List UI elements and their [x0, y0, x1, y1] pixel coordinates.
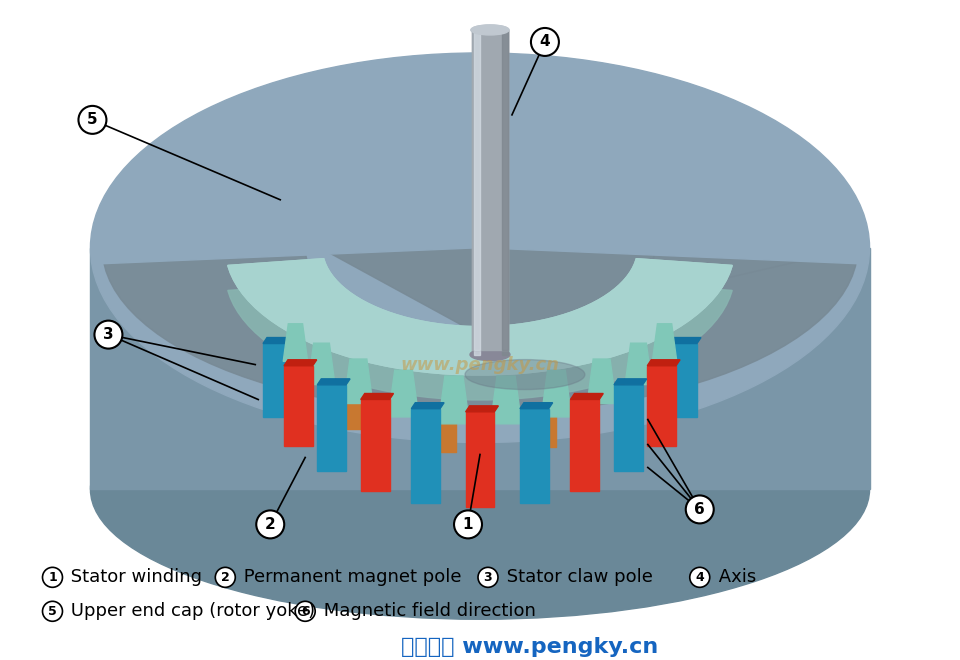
Text: 5: 5 [48, 605, 57, 618]
Text: Magnetic field direction: Magnetic field direction [318, 603, 536, 620]
Polygon shape [436, 412, 456, 451]
Polygon shape [472, 30, 508, 350]
Ellipse shape [470, 348, 510, 360]
Polygon shape [472, 30, 508, 354]
Polygon shape [668, 344, 697, 417]
Polygon shape [541, 370, 571, 417]
Circle shape [478, 568, 498, 587]
Circle shape [256, 510, 284, 539]
Circle shape [215, 568, 235, 587]
Text: 鵏茉科艺 www.pengky.cn: 鵏茉科艺 www.pengky.cn [401, 638, 659, 657]
Text: 3: 3 [484, 571, 492, 584]
Text: 2: 2 [265, 517, 276, 532]
Text: Upper end cap (rotor yoke): Upper end cap (rotor yoke) [65, 603, 316, 620]
Text: 6: 6 [694, 502, 706, 517]
Circle shape [296, 601, 315, 621]
Text: 4: 4 [695, 571, 704, 584]
Polygon shape [318, 379, 350, 385]
Text: Stator claw pole: Stator claw pole [501, 568, 653, 586]
Ellipse shape [465, 360, 585, 389]
Polygon shape [308, 343, 335, 385]
Polygon shape [668, 337, 701, 344]
Polygon shape [228, 259, 732, 375]
Polygon shape [283, 324, 307, 362]
Polygon shape [98, 63, 862, 264]
Polygon shape [263, 344, 292, 417]
Polygon shape [502, 30, 508, 354]
Text: 6: 6 [300, 605, 309, 618]
Polygon shape [344, 359, 372, 403]
Ellipse shape [90, 53, 870, 442]
Polygon shape [228, 284, 732, 400]
Polygon shape [290, 358, 303, 385]
Polygon shape [361, 393, 394, 399]
Polygon shape [439, 376, 469, 424]
Ellipse shape [90, 360, 870, 619]
Text: 4: 4 [540, 34, 550, 50]
Text: Stator winding: Stator winding [65, 568, 203, 586]
Polygon shape [520, 403, 553, 409]
Polygon shape [647, 366, 676, 446]
Polygon shape [502, 30, 508, 350]
Polygon shape [361, 399, 390, 490]
Polygon shape [520, 409, 549, 503]
Circle shape [42, 601, 62, 621]
Polygon shape [466, 412, 494, 507]
Polygon shape [228, 259, 732, 375]
Ellipse shape [471, 25, 509, 35]
Circle shape [42, 568, 62, 587]
Polygon shape [346, 393, 364, 429]
Polygon shape [284, 366, 313, 446]
Polygon shape [653, 324, 677, 362]
Text: 1: 1 [48, 571, 57, 584]
Circle shape [79, 106, 107, 134]
Ellipse shape [471, 25, 509, 35]
Polygon shape [570, 399, 599, 490]
Polygon shape [570, 393, 603, 399]
Polygon shape [90, 248, 870, 490]
Text: 3: 3 [103, 327, 113, 342]
Polygon shape [625, 343, 652, 385]
Text: www.pengky.cn: www.pengky.cn [400, 356, 560, 374]
Polygon shape [103, 219, 858, 413]
Polygon shape [411, 409, 440, 503]
Text: Axis: Axis [712, 568, 756, 586]
Circle shape [94, 321, 123, 348]
Polygon shape [614, 379, 647, 385]
Polygon shape [466, 406, 498, 412]
Polygon shape [537, 408, 556, 447]
Circle shape [685, 496, 713, 523]
Polygon shape [647, 360, 680, 366]
Circle shape [454, 510, 482, 539]
Text: 1: 1 [463, 517, 473, 532]
Polygon shape [614, 385, 642, 471]
Polygon shape [389, 370, 419, 417]
Polygon shape [318, 385, 346, 471]
Polygon shape [263, 337, 296, 344]
Polygon shape [621, 383, 637, 416]
Polygon shape [474, 30, 480, 350]
Polygon shape [491, 376, 521, 424]
Polygon shape [474, 30, 480, 354]
Polygon shape [588, 359, 616, 403]
Text: 2: 2 [221, 571, 229, 584]
Circle shape [531, 28, 559, 56]
Polygon shape [284, 360, 317, 366]
Text: Permanent magnet pole: Permanent magnet pole [238, 568, 462, 586]
Circle shape [689, 568, 709, 587]
Polygon shape [411, 403, 444, 409]
Text: 5: 5 [87, 112, 98, 127]
